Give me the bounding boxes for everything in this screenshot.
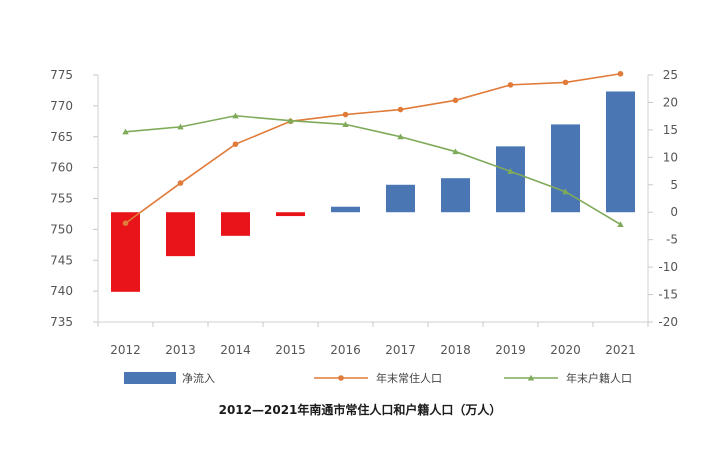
line-point bbox=[452, 148, 459, 155]
axes: 7757707657607557507457407352520151050-5-… bbox=[50, 68, 678, 357]
left-axis-tick-label: 755 bbox=[50, 192, 73, 206]
right-axis-tick-label: -15 bbox=[658, 288, 678, 302]
x-axis-tick-label: 2021 bbox=[605, 343, 636, 357]
legend-swatch bbox=[124, 372, 176, 384]
left-axis-tick-label: 750 bbox=[50, 222, 73, 236]
left-axis-tick-label: 760 bbox=[50, 161, 73, 175]
right-axis-tick-label: -20 bbox=[658, 315, 678, 329]
x-axis-tick-label: 2020 bbox=[550, 343, 581, 357]
line-point bbox=[232, 141, 239, 147]
x-axis-tick-label: 2014 bbox=[220, 343, 251, 357]
right-axis-tick-label: -5 bbox=[666, 233, 678, 247]
left-axis-tick-label: 770 bbox=[50, 99, 73, 113]
bar bbox=[386, 184, 415, 213]
x-axis-tick-label: 2013 bbox=[165, 343, 196, 357]
legend-label: 年末户籍人口 bbox=[566, 371, 632, 385]
x-axis-tick-label: 2018 bbox=[440, 343, 471, 357]
line-point bbox=[177, 180, 184, 186]
left-axis-tick-label: 775 bbox=[50, 68, 73, 82]
line-point bbox=[397, 106, 404, 113]
bar bbox=[606, 91, 635, 213]
line-point bbox=[232, 112, 239, 119]
bar bbox=[331, 206, 360, 213]
line-point bbox=[287, 117, 294, 124]
line-point bbox=[452, 97, 459, 104]
left-axis-tick-label: 740 bbox=[50, 284, 73, 298]
line-point bbox=[562, 188, 569, 195]
left-axis-tick-label: 745 bbox=[50, 253, 73, 267]
line-point bbox=[507, 168, 514, 174]
line-point bbox=[177, 123, 184, 130]
bar bbox=[221, 212, 250, 236]
right-axis-tick-label: 20 bbox=[663, 95, 678, 109]
right-axis-tick-label: 5 bbox=[670, 178, 678, 192]
line-point bbox=[617, 70, 624, 77]
bar bbox=[441, 178, 470, 213]
right-axis-tick-label: 25 bbox=[663, 68, 678, 82]
line-point bbox=[617, 221, 624, 227]
x-axis-tick-label: 2012 bbox=[110, 343, 141, 357]
legend: 净流入 年末常住人口 年末户籍人口 bbox=[124, 371, 632, 385]
line-series bbox=[122, 70, 624, 227]
x-axis-tick-label: 2016 bbox=[330, 343, 361, 357]
series-line bbox=[125, 114, 621, 226]
left-axis-tick-label: 735 bbox=[50, 315, 73, 329]
legend-label: 净流入 bbox=[182, 371, 215, 385]
line-point bbox=[342, 121, 349, 127]
line-point bbox=[122, 128, 129, 135]
chart-title: 2012—2021年南通市常住人口和户籍人口（万人） bbox=[219, 402, 502, 417]
bar bbox=[496, 146, 525, 213]
line-point bbox=[507, 82, 514, 88]
legend-label: 年末常住人口 bbox=[376, 371, 442, 385]
right-axis-tick-label: -10 bbox=[658, 260, 678, 274]
right-axis-tick-label: 15 bbox=[663, 123, 678, 137]
line-point bbox=[122, 220, 129, 226]
right-axis-tick-label: 0 bbox=[670, 205, 678, 219]
x-axis-tick-label: 2015 bbox=[275, 343, 306, 357]
line-point bbox=[562, 79, 569, 86]
x-axis-tick-label: 2019 bbox=[495, 343, 526, 357]
left-axis-tick-label: 765 bbox=[50, 130, 73, 144]
line-point bbox=[397, 133, 404, 140]
right-axis-tick-label: 10 bbox=[663, 150, 678, 164]
bar bbox=[551, 124, 580, 213]
x-axis-tick-label: 2017 bbox=[385, 343, 416, 357]
series-line bbox=[125, 72, 621, 224]
legend-marker bbox=[527, 374, 535, 381]
bar bbox=[166, 212, 195, 257]
bar bbox=[276, 212, 305, 217]
legend-marker bbox=[338, 375, 344, 381]
line-point bbox=[342, 111, 349, 118]
bar-series bbox=[111, 91, 635, 292]
